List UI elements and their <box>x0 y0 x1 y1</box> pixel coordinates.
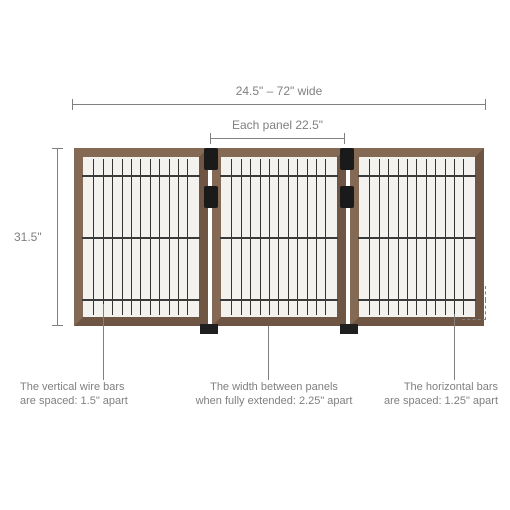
horizontal-wire <box>82 175 200 177</box>
hinge <box>340 148 354 170</box>
callout-text: The horizontal bars <box>374 380 498 394</box>
horizontal-wire <box>358 237 476 239</box>
pointer-line <box>268 326 269 380</box>
pointer-line <box>454 314 455 380</box>
callout-text: The vertical wire bars <box>20 380 160 394</box>
height-dimension-line <box>57 148 58 326</box>
callout-text: when fully extended: 2.25" apart <box>194 394 354 408</box>
horizontal-wire <box>82 237 200 239</box>
dashed-detail <box>462 300 486 320</box>
dashed-detail <box>462 286 486 300</box>
foot <box>200 324 218 334</box>
callout-left: The vertical wire bars are spaced: 1.5" … <box>20 380 160 409</box>
foot <box>340 324 358 334</box>
panel-label: Each panel 22.5" <box>210 118 345 132</box>
horizontal-wire <box>358 175 476 177</box>
hinge <box>204 148 218 170</box>
panel-dimension: Each panel 22.5" <box>210 120 345 144</box>
hinge <box>204 186 218 208</box>
width-dimension: 24.5" – 72" wide <box>72 86 486 110</box>
width-label: 24.5" – 72" wide <box>72 84 486 98</box>
width-dimension-line <box>72 104 486 105</box>
panel-dimension-line <box>210 138 345 139</box>
horizontal-wire <box>220 175 338 177</box>
callout-center: The width between panels when fully exte… <box>194 380 354 409</box>
gate-panel <box>212 148 346 326</box>
pointer-line <box>103 304 104 380</box>
gate-assembly <box>72 148 486 326</box>
horizontal-wire <box>82 299 200 301</box>
horizontal-wire <box>220 299 338 301</box>
callout-right: The horizontal bars are spaced: 1.25" ap… <box>374 380 498 409</box>
hinge <box>340 186 354 208</box>
horizontal-wire <box>358 299 476 301</box>
height-dimension: 31.5" <box>20 148 68 326</box>
callout-text: are spaced: 1.5" apart <box>20 394 160 408</box>
callout-text: The width between panels <box>194 380 354 394</box>
diagram-container: 24.5" – 72" wide Each panel 22.5" 31.5" <box>0 0 510 510</box>
gate-panel <box>74 148 208 326</box>
callout-text: are spaced: 1.25" apart <box>374 394 498 408</box>
horizontal-wire <box>220 237 338 239</box>
height-label: 31.5" <box>14 230 42 244</box>
